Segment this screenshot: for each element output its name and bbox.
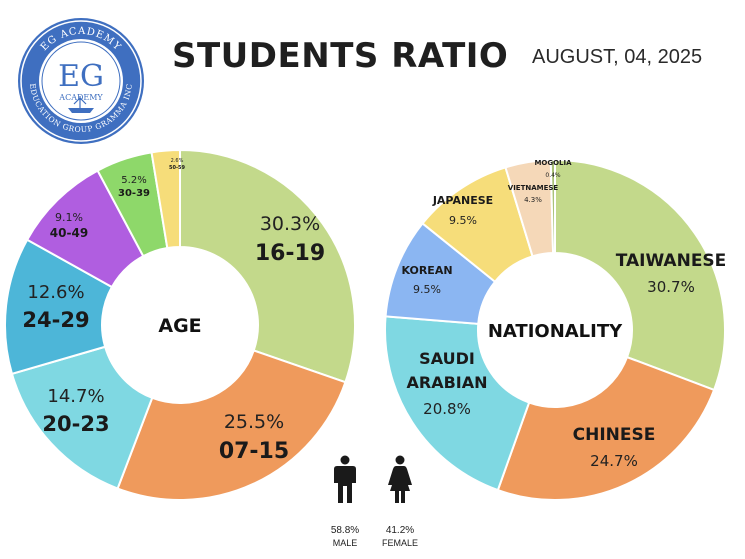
age-category-label: 24-29 [22,308,89,332]
age-percent-label: 14.7% [47,386,104,407]
male-percent: 58.8% [330,525,360,536]
age-labels: 30.3% 16-19 25.5% 07-15 14.7% 20-23 12.6% 24-29… [22,158,325,464]
nationality-percent-label: 9.5% [413,283,441,296]
age-category-label: 30-39 [118,188,150,199]
nationality-percent-label: 20.8% [423,400,471,418]
nationality-labels: TAIWANESE 30.7% CHINESE 24.7% SAUDI ARABIAN 20… [401,159,726,470]
male-stat: 58.8% MALE [320,455,370,549]
female-icon [388,455,412,503]
age-percent-label: 9.1% [55,211,83,224]
nationality-category-label: MOGOLIA [534,159,572,167]
nationality-percent-label: 9.5% [449,214,477,227]
nationality-category-label: ARABIAN [406,373,487,392]
age-category-label: 40-49 [50,226,88,240]
age-percent-label: 5.2% [121,175,146,186]
age-category-label: 07-15 [219,439,289,464]
page-title: STUDENTS RATIO [172,36,509,76]
age-percent-label: 2.6% [171,158,184,164]
logo-monogram: EG [58,59,104,94]
ship-icon [68,108,94,113]
eg-academy-logo: EG ACADEMY EDUCATION GROUP GRAMMA INC EG… [18,18,144,144]
age-percent-label: 30.3% [260,213,320,235]
nationality-slice [496,355,716,501]
nationality-category-label: TAIWANESE [616,251,727,271]
nationality-center-label: NATIONALITY [488,321,623,342]
age-center-label: AGE [158,315,201,337]
age-category-label: 20-23 [42,412,109,436]
nationality-percent-label: 4.3% [524,196,542,204]
male-label: MALE [332,538,358,548]
age-percent-label: 25.5% [224,411,284,433]
male-icon [334,455,356,503]
logo-sub: ACADEMY [58,93,103,102]
nationality-percent-label: 24.7% [590,452,638,470]
nationality-category-label: VIETNAMESE [508,184,559,192]
gender-ratio: 58.8% MALE 41.2% FEMALE [320,455,430,559]
nationality-category-label: CHINESE [573,425,656,445]
age-category-label: 50-59 [169,165,186,171]
age-category-label: 16-19 [255,241,325,266]
age-percent-label: 12.6% [27,282,84,303]
nationality-category-label: KOREAN [401,264,452,277]
female-stat: 41.2% FEMALE [375,455,425,549]
nationality-category-label: JAPANESE [432,194,493,207]
nationality-slices [384,158,726,501]
female-label: FEMALE [381,538,418,548]
age-donut-chart: AGE 30.3% 16-19 25.5% 07-15 14.7% 20-23 12.6% 2… [4,148,356,501]
nationality-category-label: SAUDI [419,349,475,368]
nationality-donut-chart: NATIONALITY TAIWANESE 30.7% CHINESE 24.7% SA… [384,158,726,501]
nationality-percent-label: 0.4% [545,172,561,179]
nationality-percent-label: 30.7% [647,278,695,296]
report-date: AUGUST, 04, 2025 [532,46,703,68]
female-percent: 41.2% [385,525,415,536]
